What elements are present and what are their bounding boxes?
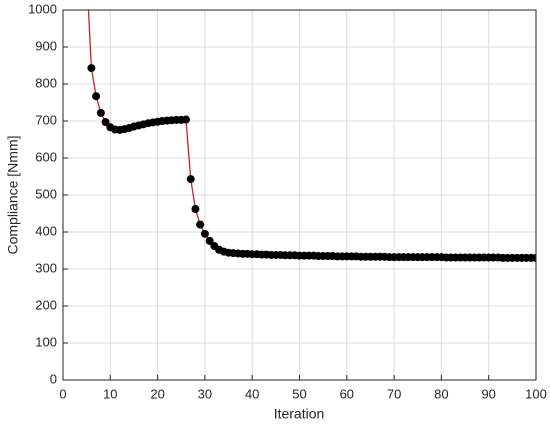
y-tick-label: 100 — [35, 334, 57, 349]
x-tick-label: 70 — [387, 386, 401, 401]
y-tick-label: 900 — [35, 38, 57, 53]
x-tick-label: 30 — [198, 386, 212, 401]
data-point — [191, 205, 200, 214]
data-point — [205, 236, 214, 245]
data-point — [181, 115, 190, 124]
x-tick-label: 10 — [103, 386, 117, 401]
y-tick-label: 0 — [50, 371, 57, 386]
data-point — [186, 175, 195, 184]
data-point — [196, 220, 205, 229]
y-tick-label: 1000 — [28, 1, 57, 16]
data-point — [200, 229, 209, 238]
x-tick-label: 0 — [59, 386, 66, 401]
y-tick-label: 500 — [35, 186, 57, 201]
data-point — [101, 118, 110, 127]
y-tick-label: 400 — [35, 223, 57, 238]
data-point — [532, 253, 536, 262]
y-tick-label: 300 — [35, 260, 57, 275]
x-tick-label: 100 — [525, 386, 547, 401]
y-tick-label: 200 — [35, 297, 57, 312]
x-tick-label: 90 — [481, 386, 495, 401]
y-axis-label: Compliance [Nmm] — [5, 135, 21, 254]
x-tick-label: 50 — [292, 386, 306, 401]
y-tick-label: 800 — [35, 75, 57, 90]
plot — [87, 10, 536, 262]
x-tick-label: 80 — [434, 386, 448, 401]
x-tick-label: 20 — [150, 386, 164, 401]
data-point — [87, 64, 96, 73]
y-tick-label: 700 — [35, 112, 57, 127]
x-tick-label: 40 — [245, 386, 259, 401]
y-tick-label: 600 — [35, 149, 57, 164]
data-point — [92, 92, 101, 101]
data-point — [96, 108, 105, 117]
x-axis-label: Iteration — [274, 406, 325, 422]
x-tick-label: 60 — [340, 386, 354, 401]
